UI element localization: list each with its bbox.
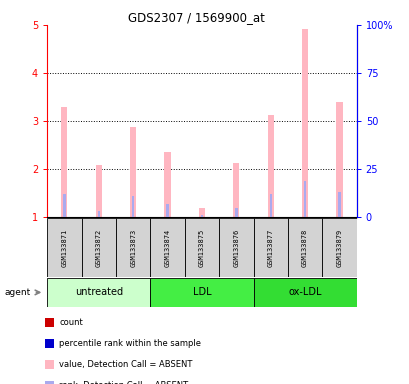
Text: ox-LDL: ox-LDL [288, 287, 321, 298]
Text: GSM133875: GSM133875 [198, 228, 204, 266]
Text: percentile rank within the sample: percentile rank within the sample [59, 339, 201, 348]
Text: GSM133879: GSM133879 [336, 228, 342, 266]
Bar [97, 211, 100, 217]
Bar [81, 218, 116, 277]
Bar [287, 218, 321, 277]
Text: count: count [59, 318, 83, 327]
Bar [63, 194, 65, 217]
Bar [267, 115, 273, 217]
Bar [253, 218, 287, 277]
Text: GSM133877: GSM133877 [267, 228, 273, 266]
Bar [321, 218, 356, 277]
Bar [45, 381, 54, 384]
Bar [95, 165, 101, 217]
Text: untreated: untreated [74, 287, 123, 298]
Bar [132, 196, 134, 217]
Bar [61, 107, 67, 217]
Bar [198, 209, 204, 217]
Text: rank, Detection Call = ABSENT: rank, Detection Call = ABSENT [59, 381, 188, 384]
Text: GSM133873: GSM133873 [130, 228, 136, 266]
Text: GDS2307 / 1569900_at: GDS2307 / 1569900_at [128, 12, 265, 25]
Bar [47, 218, 81, 277]
Bar [303, 181, 306, 217]
Bar [166, 204, 169, 217]
Bar [164, 152, 170, 217]
Text: GSM133876: GSM133876 [233, 228, 239, 266]
Bar [130, 127, 136, 217]
Bar [336, 102, 342, 217]
Bar [234, 209, 237, 217]
Bar [269, 194, 271, 217]
Text: value, Detection Call = ABSENT: value, Detection Call = ABSENT [59, 360, 192, 369]
Bar [45, 318, 54, 327]
Bar [233, 163, 239, 217]
Text: agent: agent [4, 288, 30, 297]
Text: GSM133878: GSM133878 [301, 228, 307, 266]
Bar [116, 218, 150, 277]
Bar [218, 218, 253, 277]
Bar [150, 278, 253, 307]
Text: GSM133872: GSM133872 [96, 228, 101, 266]
Bar [184, 218, 218, 277]
Bar [200, 215, 202, 217]
Bar [253, 278, 356, 307]
Text: LDL: LDL [192, 287, 211, 298]
Text: GSM133874: GSM133874 [164, 228, 170, 266]
Text: GSM133871: GSM133871 [61, 228, 67, 266]
Bar [150, 218, 184, 277]
Bar [337, 192, 340, 217]
Bar [47, 278, 150, 307]
Bar [301, 29, 308, 217]
Bar [45, 339, 54, 348]
Bar [45, 360, 54, 369]
